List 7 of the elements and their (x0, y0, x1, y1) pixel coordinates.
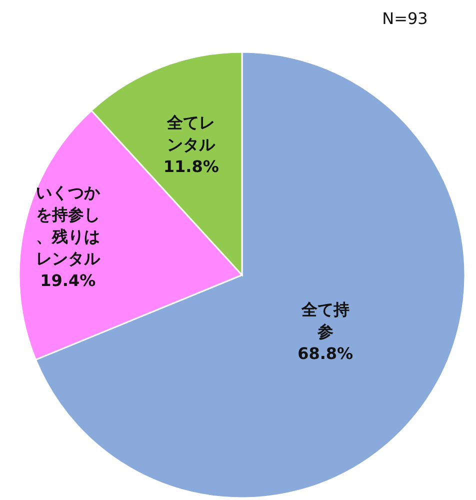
slice-label: いくつかを持参し、残りはレンタル (36, 183, 101, 268)
data-label: 19.4% (40, 271, 96, 290)
text: N=93 (382, 9, 428, 28)
data-label: 11.8% (163, 157, 219, 176)
slice-label: 全てレンタル (166, 113, 216, 154)
data-label: 68.8% (298, 344, 354, 363)
slice-label: 全て持参 (300, 300, 350, 341)
